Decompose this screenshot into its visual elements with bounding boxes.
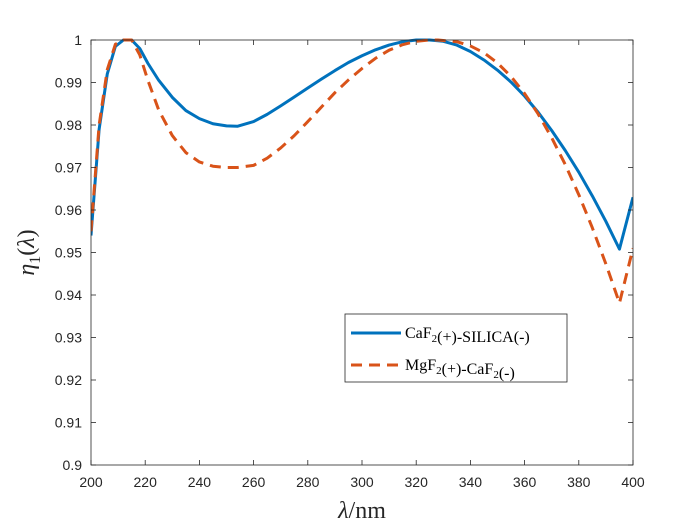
x-tick-label: 300 (350, 474, 374, 490)
x-tick-label: 260 (242, 474, 266, 490)
y-tick-label: 0.95 (55, 245, 82, 261)
x-tick-label: 320 (405, 474, 429, 490)
x-tick-label: 240 (188, 474, 212, 490)
y-tick-label: 0.9 (63, 457, 83, 473)
x-tick-label: 220 (134, 474, 158, 490)
x-tick-label: 360 (513, 474, 537, 490)
legend-label-series-1: CaF2(+)-SILICA(-) (405, 325, 530, 346)
y-axis-label: η1(λ) (14, 229, 44, 275)
legend: CaF2(+)-SILICA(-) MgF2(+)-CaF2(-) (344, 313, 568, 383)
ticks-layer: 200 220 240 260 280 300 320 340 360 380 400 0.9 0.91… (55, 32, 645, 490)
series-line-2 (91, 38, 633, 305)
x-tick-label: 380 (567, 474, 591, 490)
plot-area (91, 40, 633, 465)
x-axis-label: λ/nm (337, 498, 386, 524)
series-layer (91, 38, 633, 305)
y-tick-label: 0.99 (55, 75, 82, 91)
x-tick-label: 400 (621, 474, 645, 490)
y-tick-label: 0.98 (55, 117, 82, 133)
x-tick-label: 280 (296, 474, 320, 490)
y-tick-label: 0.96 (55, 202, 82, 218)
legend-label-series-2: MgF2(+)-CaF2(-) (405, 357, 515, 382)
y-tick-label: 0.92 (55, 372, 82, 388)
y-tick-label: 0.94 (55, 287, 82, 303)
y-tick-label: 0.93 (55, 330, 82, 346)
y-tick-label: 0.97 (55, 160, 82, 176)
x-tick-label: 200 (79, 474, 103, 490)
y-tick-label: 1 (74, 32, 82, 48)
legend-box (344, 313, 568, 383)
y-tick-label: 0.91 (55, 415, 82, 431)
x-tick-label: 340 (459, 474, 483, 490)
